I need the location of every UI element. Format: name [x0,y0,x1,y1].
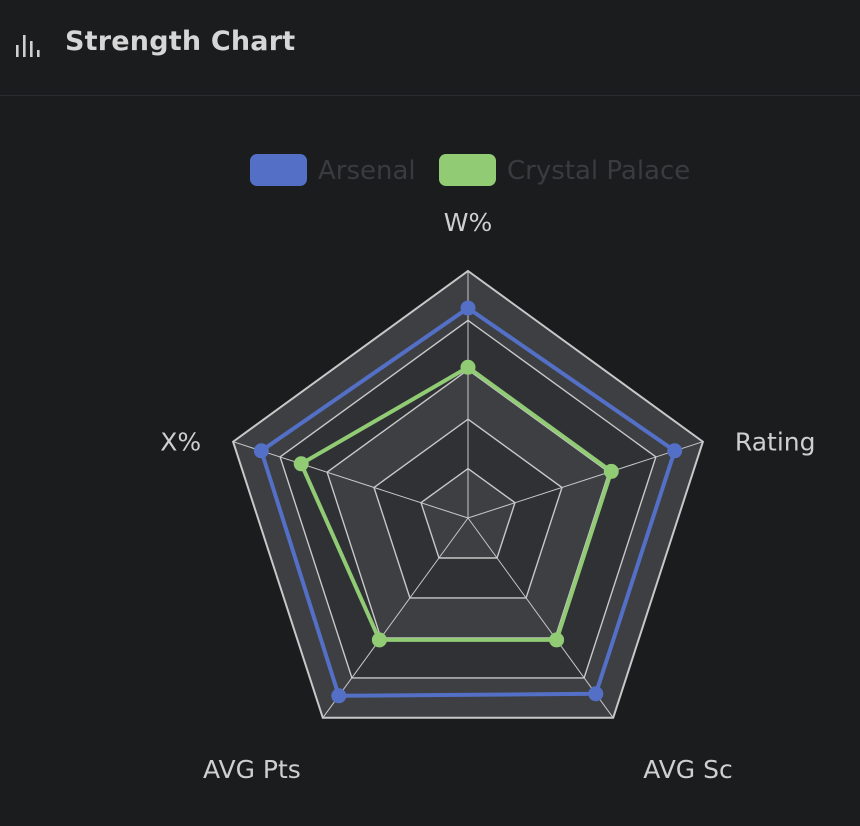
data-point-crystal-palace-3[interactable] [371,632,387,648]
radar-axis-line [322,517,469,719]
radar-series-layer [253,300,683,704]
radar-grid-ring [373,418,563,599]
legend-swatch-crystal-palace [439,154,496,186]
legend-item-crystal-palace[interactable]: Crystal Palace [439,154,690,186]
series-line-arsenal [258,305,678,698]
axis-label-0: W% [444,208,492,237]
data-point-arsenal-2[interactable] [588,686,604,702]
axis-label-3: AVG Pts [203,755,301,784]
data-point-crystal-palace-2[interactable] [549,632,565,648]
legend-label-arsenal: Arsenal [318,156,416,186]
legend-swatch-arsenal [250,154,307,186]
radar-axis-line [467,441,704,519]
data-point-crystal-palace-0[interactable] [460,359,476,375]
axis-label-1: Rating [735,428,816,457]
series-line-crystal-palace [298,364,614,642]
axis-label-4: X% [160,428,201,457]
radar-axis-line [232,441,469,519]
card-header: Strength Chart [0,0,860,96]
radar-axis-labels: W% Rating AVG Sc AVG Pts X% [160,208,815,784]
data-point-arsenal-3[interactable] [331,688,347,704]
radar-grid [231,269,705,719]
chart-title: Strength Chart [65,26,296,57]
legend-label-crystal-palace: Crystal Palace [507,156,690,186]
data-point-arsenal-4[interactable] [253,443,269,459]
bar-chart-icon [16,35,40,57]
data-point-crystal-palace-1[interactable] [603,463,619,479]
radar-grid-ring [420,467,516,559]
data-point-arsenal-1[interactable] [667,443,683,459]
radar-axis-line [467,517,614,719]
data-point-crystal-palace-4[interactable] [293,456,309,472]
axis-label-2: AVG Sc [643,755,733,784]
legend-item-arsenal[interactable]: Arsenal [250,154,416,186]
data-point-arsenal-0[interactable] [460,300,476,316]
radar-grid-ring [279,319,657,679]
chart-legend: Arsenal Crystal Palace [250,154,690,186]
radar-grid-ring [231,269,705,719]
